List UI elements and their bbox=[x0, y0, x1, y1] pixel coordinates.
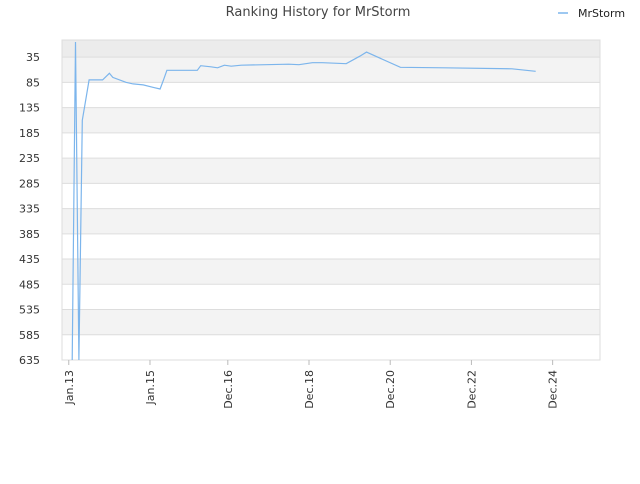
plot-band bbox=[62, 259, 600, 285]
y-tick-label: 535 bbox=[19, 304, 40, 317]
plot-band bbox=[62, 334, 600, 360]
plot-band bbox=[62, 107, 600, 133]
y-tick-label: 485 bbox=[19, 278, 40, 291]
plot-band bbox=[62, 233, 600, 260]
y-tick-label: 435 bbox=[19, 253, 40, 266]
plot-band bbox=[62, 208, 600, 234]
y-tick-label: 585 bbox=[19, 329, 40, 342]
y-tick-label: 135 bbox=[19, 102, 40, 115]
x-tick-label: Jan.15 bbox=[144, 370, 157, 405]
x-tick-label: Dec.22 bbox=[465, 370, 478, 409]
y-tick-label: 285 bbox=[19, 177, 40, 190]
x-tick-label: Dec.24 bbox=[547, 370, 560, 409]
y-tick-label: 335 bbox=[19, 203, 40, 216]
plot-band bbox=[62, 82, 600, 108]
y-tick-label: 35 bbox=[26, 51, 40, 64]
y-tick-label: 635 bbox=[19, 354, 40, 367]
plot-band bbox=[62, 158, 600, 184]
y-tick-label: 185 bbox=[19, 127, 40, 140]
plot-border bbox=[61, 39, 601, 361]
plot-band bbox=[62, 132, 600, 159]
y-tick-label: 385 bbox=[19, 228, 40, 241]
plot-band bbox=[62, 57, 600, 83]
plot-band bbox=[62, 40, 600, 58]
plot-band bbox=[62, 309, 600, 335]
data-line bbox=[71, 41, 536, 361]
x-tick-label: Dec.20 bbox=[384, 370, 397, 409]
chart-title: Ranking History for MrStorm bbox=[226, 5, 411, 20]
plot-band bbox=[62, 183, 600, 209]
x-tick-label: Dec.16 bbox=[222, 370, 235, 409]
x-tick-label: Jan.13 bbox=[63, 370, 76, 405]
plot-band bbox=[62, 284, 600, 310]
x-tick-label: Dec.18 bbox=[303, 370, 316, 409]
y-tick-label: 235 bbox=[19, 152, 40, 165]
y-tick-label: 85 bbox=[26, 76, 40, 89]
legend-label: MrStorm bbox=[578, 7, 625, 20]
